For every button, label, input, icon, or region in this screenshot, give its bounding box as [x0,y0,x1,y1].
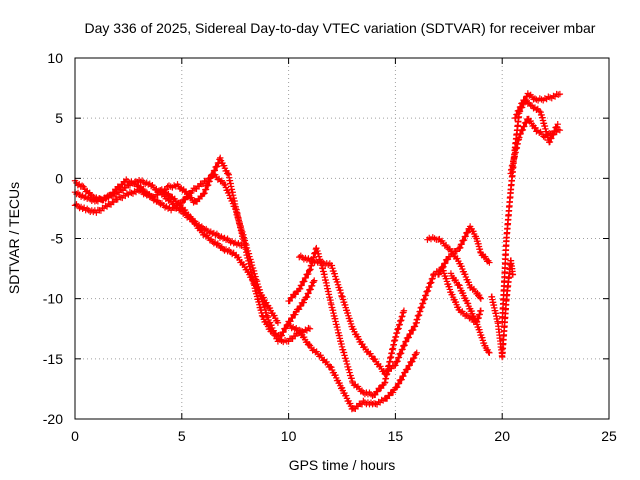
x-tick-label: 10 [281,428,297,444]
series-sat-g [296,252,420,378]
y-tick-label: 5 [55,110,63,126]
data-marks [71,90,564,413]
series-sat-j [434,223,493,278]
series-sat-k [447,270,493,357]
series-sat-e [285,244,408,399]
x-tick-label: 20 [494,428,510,444]
y-tick-label: 10 [47,50,63,66]
y-axis-label: SDTVAR / TECUs [6,182,22,294]
x-axis-label: GPS time / hours [289,457,396,473]
x-tick-label: 25 [601,428,617,444]
x-tick-label: 15 [388,428,404,444]
y-tick-label: -15 [43,351,63,367]
series-sat-d [157,186,282,326]
y-tick-label: -10 [43,291,63,307]
y-tick-label: -5 [51,231,64,247]
tick-labels: 0 5 10 15 20 25 -20 -15 -10 -5 0 5 10 [43,50,617,444]
series-sat-f [285,320,420,413]
x-tick-label: 5 [178,428,186,444]
chart-title: Day 336 of 2025, Sidereal Day-to-day VTE… [85,20,596,36]
y-tick-label: 0 [55,170,63,186]
y-tick-label: -20 [43,411,63,427]
series-sat-o [511,96,561,146]
series-sat-a [71,154,318,340]
x-tick-label: 0 [71,428,79,444]
grid [75,58,609,419]
